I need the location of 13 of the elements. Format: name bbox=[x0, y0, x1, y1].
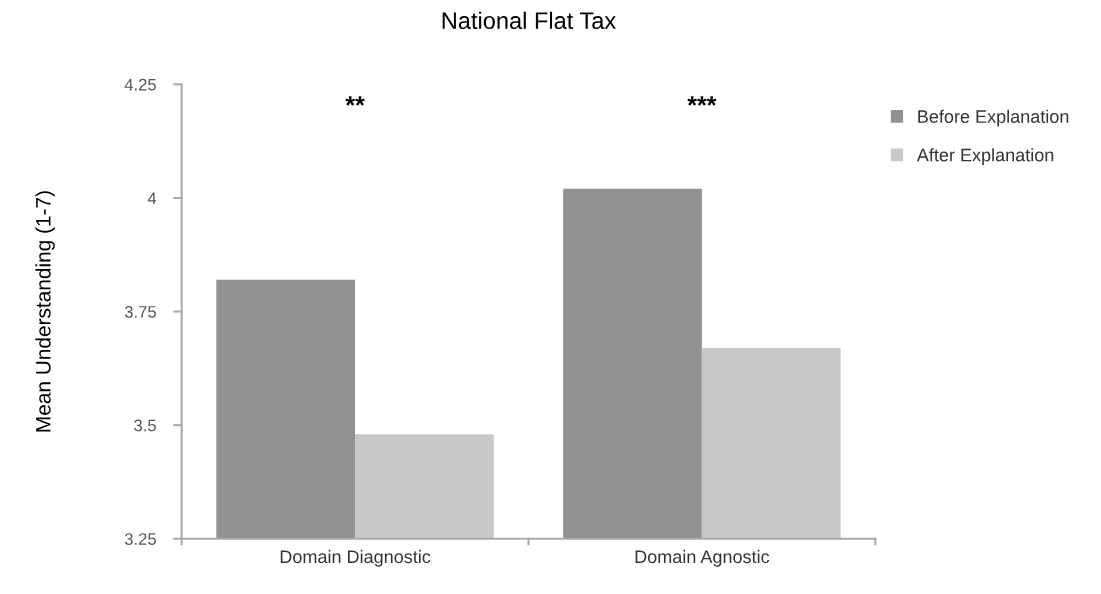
x-tick-label: Domain Diagnostic bbox=[280, 549, 431, 567]
annotation: ** bbox=[345, 96, 365, 106]
annotation: *** bbox=[687, 96, 717, 106]
legend-label: After Explanation bbox=[916, 148, 1054, 166]
chart-title: National Flat Tax bbox=[442, 11, 616, 30]
y-tick-label: 3.25 bbox=[124, 533, 156, 545]
y-axis-title: Mean Understanding (1-7) bbox=[35, 191, 55, 432]
y-tick-label: 3.75 bbox=[124, 305, 156, 318]
y-tick-label: 3.5 bbox=[134, 419, 156, 432]
y-tick-label: 4 bbox=[147, 192, 157, 204]
legend-label: Before Explanation bbox=[918, 109, 1069, 127]
y-tick-label: 4.25 bbox=[124, 78, 156, 91]
x-tick-label: Domain Agnostic bbox=[635, 549, 770, 567]
